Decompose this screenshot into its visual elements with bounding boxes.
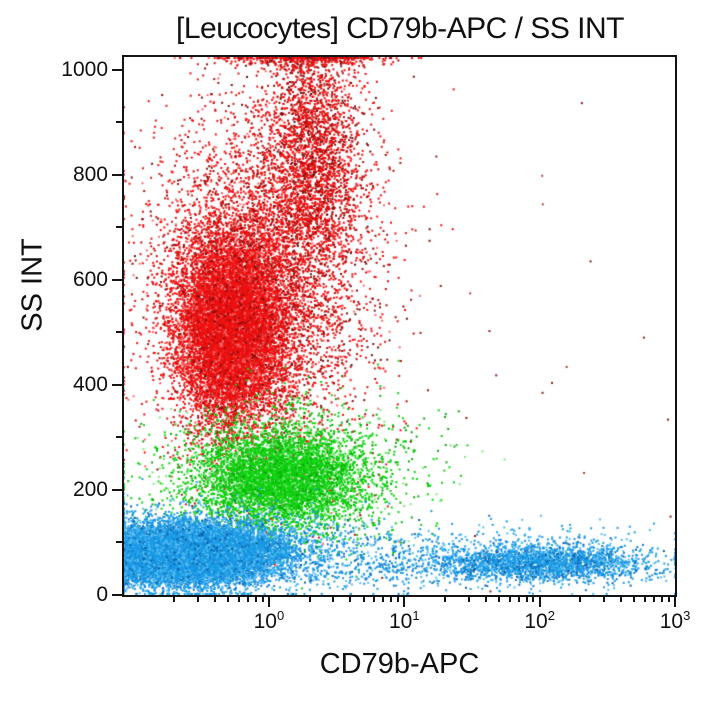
x-minor-tick-mark (308, 597, 311, 602)
x-tick-mark (674, 597, 676, 607)
y-minor-tick-mark (116, 541, 122, 544)
x-tick-label: 102 (524, 608, 555, 633)
x-minor-tick-mark (332, 597, 335, 602)
x-minor-tick-mark (373, 597, 376, 602)
x-minor-tick-mark (237, 597, 240, 602)
x-minor-tick-mark (633, 597, 636, 602)
x-minor-tick-mark (497, 597, 500, 602)
scatter-canvas (124, 57, 675, 595)
x-minor-tick-mark (517, 597, 520, 602)
x-minor-tick-mark (227, 597, 230, 602)
x-tick-mark (403, 597, 406, 607)
y-tick-mark (112, 383, 122, 386)
x-minor-tick-mark (532, 597, 535, 602)
y-tick-label: 0 (96, 583, 108, 606)
y-tick-mark (112, 173, 122, 176)
x-minor-tick-mark (444, 597, 447, 602)
x-tick-mark (538, 597, 541, 607)
x-minor-tick-mark (603, 597, 606, 602)
y-minor-tick-mark (116, 436, 122, 439)
x-minor-tick-mark (579, 597, 582, 602)
x-minor-tick-mark (214, 597, 217, 602)
x-minor-tick-mark (362, 597, 365, 602)
y-tick-mark (112, 68, 122, 71)
y-tick-label: 1000 (61, 57, 108, 81)
x-minor-tick-mark (173, 597, 176, 602)
y-tick-mark (112, 488, 122, 491)
x-minor-tick-mark (246, 597, 249, 602)
x-minor-tick-mark (525, 597, 528, 602)
x-minor-tick-mark (508, 597, 511, 602)
y-tick-label: 800 (72, 162, 108, 186)
x-tick-label: 100 (253, 608, 285, 633)
y-tick-label: 600 (72, 267, 108, 291)
x-minor-tick-mark (643, 597, 646, 602)
y-tick-label: 200 (72, 477, 108, 501)
x-minor-tick-mark (467, 597, 470, 602)
x-minor-tick-mark (197, 597, 200, 602)
x-minor-tick-mark (349, 597, 352, 602)
x-minor-tick-mark (390, 597, 393, 602)
x-minor-tick-mark (667, 597, 670, 602)
x-minor-tick-mark (484, 597, 487, 602)
x-minor-tick-mark (254, 597, 257, 602)
y-minor-tick-mark (116, 121, 122, 124)
y-tick-mark (112, 278, 122, 281)
x-tick-mark (267, 597, 270, 607)
y-tick-label: 400 (72, 372, 108, 396)
x-minor-tick-mark (382, 597, 385, 602)
plot-title: [Leucocytes] CD79b-APC / SS INT (175, 12, 625, 45)
x-minor-tick-mark (653, 597, 656, 602)
plot-area (122, 55, 677, 597)
x-minor-tick-mark (397, 597, 400, 602)
x-tick-label: 101 (388, 608, 420, 633)
y-minor-tick-mark (116, 331, 122, 334)
x-tick-label: 103 (659, 608, 691, 633)
y-tick-mark (112, 594, 122, 596)
x-minor-tick-mark (660, 597, 663, 602)
x-minor-tick-mark (620, 597, 623, 602)
y-minor-tick-mark (116, 226, 122, 229)
x-axis-label: CD79b-APC (319, 648, 480, 680)
x-minor-tick-mark (261, 597, 264, 602)
